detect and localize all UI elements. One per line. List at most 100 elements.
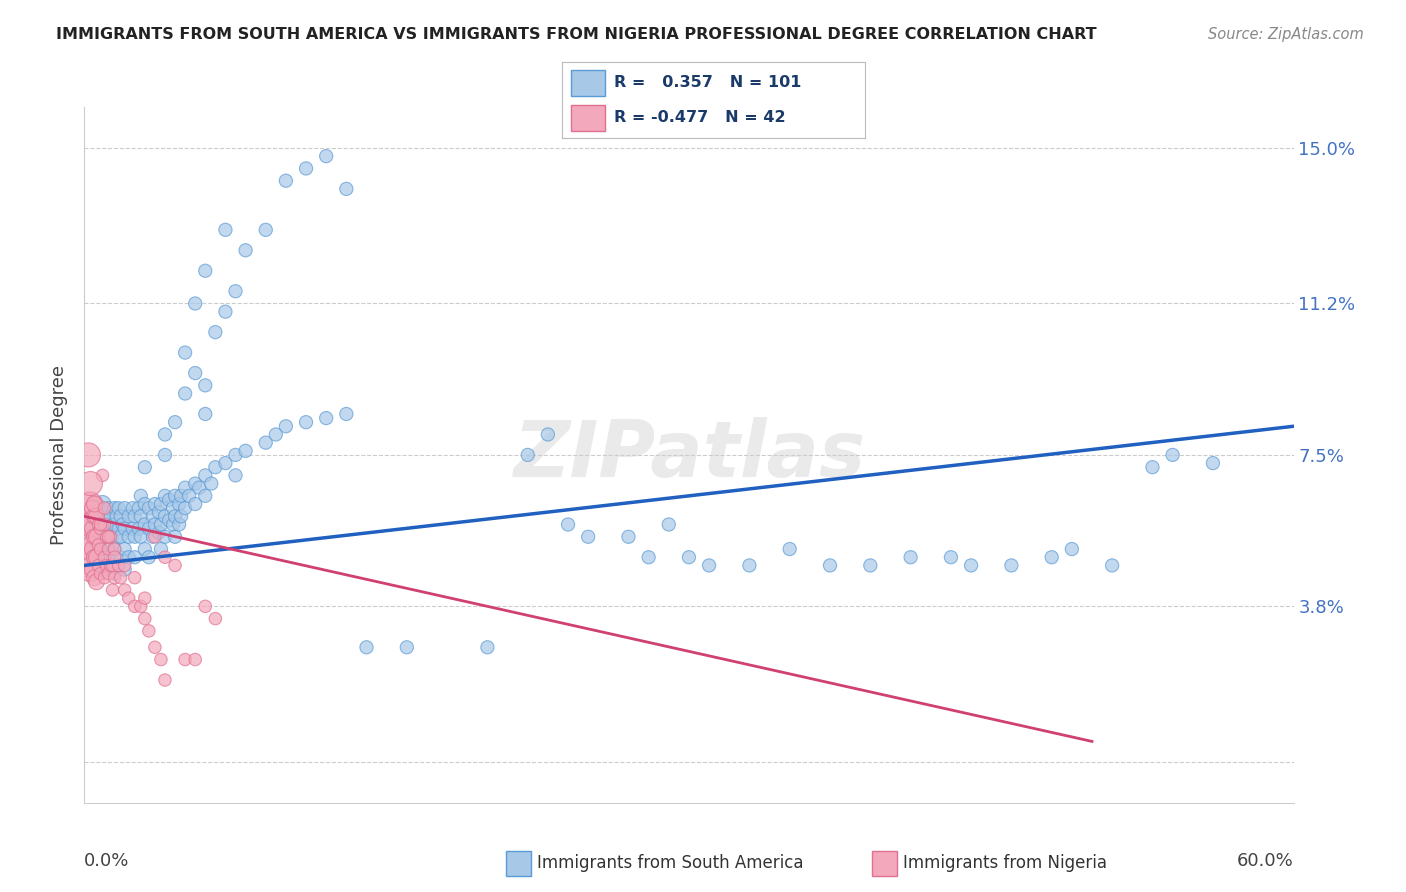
Point — [356, 640, 378, 655]
Point — [779, 542, 801, 557]
Point — [138, 550, 160, 565]
Point — [143, 517, 166, 532]
Point — [124, 571, 146, 585]
Point — [89, 533, 111, 548]
Point — [93, 571, 115, 585]
Point — [83, 550, 105, 565]
Point — [134, 591, 156, 606]
Point — [82, 501, 104, 516]
Point — [91, 542, 114, 557]
Point — [184, 476, 207, 491]
Point — [148, 525, 170, 540]
Point — [124, 530, 146, 544]
Point — [134, 542, 156, 557]
Point — [204, 612, 226, 626]
Point — [89, 522, 111, 536]
Point — [121, 522, 143, 536]
Point — [77, 448, 100, 462]
Point — [162, 517, 184, 532]
Point — [194, 264, 217, 278]
Point — [104, 542, 127, 557]
Point — [89, 517, 111, 532]
Point — [114, 501, 136, 516]
Point — [184, 366, 207, 380]
Point — [104, 517, 127, 532]
Point — [118, 509, 141, 524]
Point — [82, 562, 104, 576]
Point — [79, 497, 101, 511]
Point — [104, 501, 127, 516]
Point — [128, 522, 150, 536]
Point — [83, 509, 105, 524]
Point — [110, 571, 132, 585]
Point — [165, 489, 187, 503]
Point — [87, 522, 110, 536]
Point — [179, 489, 201, 503]
Point — [477, 640, 499, 655]
Point — [149, 497, 172, 511]
Point — [96, 513, 118, 527]
Point — [128, 501, 150, 516]
Text: 0.0%: 0.0% — [84, 852, 129, 870]
Point — [110, 550, 132, 565]
Point — [167, 497, 190, 511]
Point — [335, 407, 357, 421]
Point — [100, 530, 122, 544]
Point — [194, 378, 217, 392]
Point — [274, 174, 297, 188]
Point — [576, 530, 599, 544]
Point — [77, 558, 100, 573]
Text: Source: ZipAtlas.com: Source: ZipAtlas.com — [1208, 27, 1364, 42]
Point — [153, 489, 176, 503]
Point — [93, 542, 115, 557]
Point — [124, 599, 146, 614]
Point — [184, 497, 207, 511]
Point — [214, 223, 236, 237]
Point — [89, 566, 111, 581]
Point — [184, 296, 207, 310]
Point — [89, 509, 111, 524]
Point — [124, 550, 146, 565]
Text: IMMIGRANTS FROM SOUTH AMERICA VS IMMIGRANTS FROM NIGERIA PROFESSIONAL DEGREE COR: IMMIGRANTS FROM SOUTH AMERICA VS IMMIGRA… — [56, 27, 1097, 42]
Point — [194, 468, 217, 483]
Point — [86, 530, 108, 544]
Point — [110, 530, 132, 544]
Point — [697, 558, 720, 573]
Point — [86, 509, 108, 524]
Point — [107, 522, 129, 536]
Point — [89, 558, 111, 573]
Point — [87, 538, 110, 552]
Point — [105, 530, 128, 544]
Point — [142, 509, 165, 524]
Point — [1060, 542, 1083, 557]
Point — [153, 530, 176, 544]
Point — [254, 223, 277, 237]
Point — [110, 509, 132, 524]
Point — [174, 345, 197, 359]
Point — [960, 558, 983, 573]
Point — [194, 489, 217, 503]
Point — [516, 448, 538, 462]
Point — [87, 550, 110, 565]
Point — [104, 550, 127, 565]
Point — [200, 476, 222, 491]
Point — [170, 489, 193, 503]
Point — [174, 386, 197, 401]
Point — [83, 571, 105, 585]
Point — [77, 497, 100, 511]
Point — [214, 456, 236, 470]
Point — [395, 640, 418, 655]
Point — [153, 427, 176, 442]
Point — [93, 522, 115, 536]
Point — [100, 558, 122, 573]
Point — [335, 182, 357, 196]
Point — [900, 550, 922, 565]
Point — [165, 558, 187, 573]
Point — [143, 497, 166, 511]
Point — [93, 517, 115, 532]
Point — [121, 501, 143, 516]
Point — [194, 599, 217, 614]
Point — [153, 448, 176, 462]
Point — [100, 530, 122, 544]
Text: Immigrants from South America: Immigrants from South America — [537, 855, 804, 872]
